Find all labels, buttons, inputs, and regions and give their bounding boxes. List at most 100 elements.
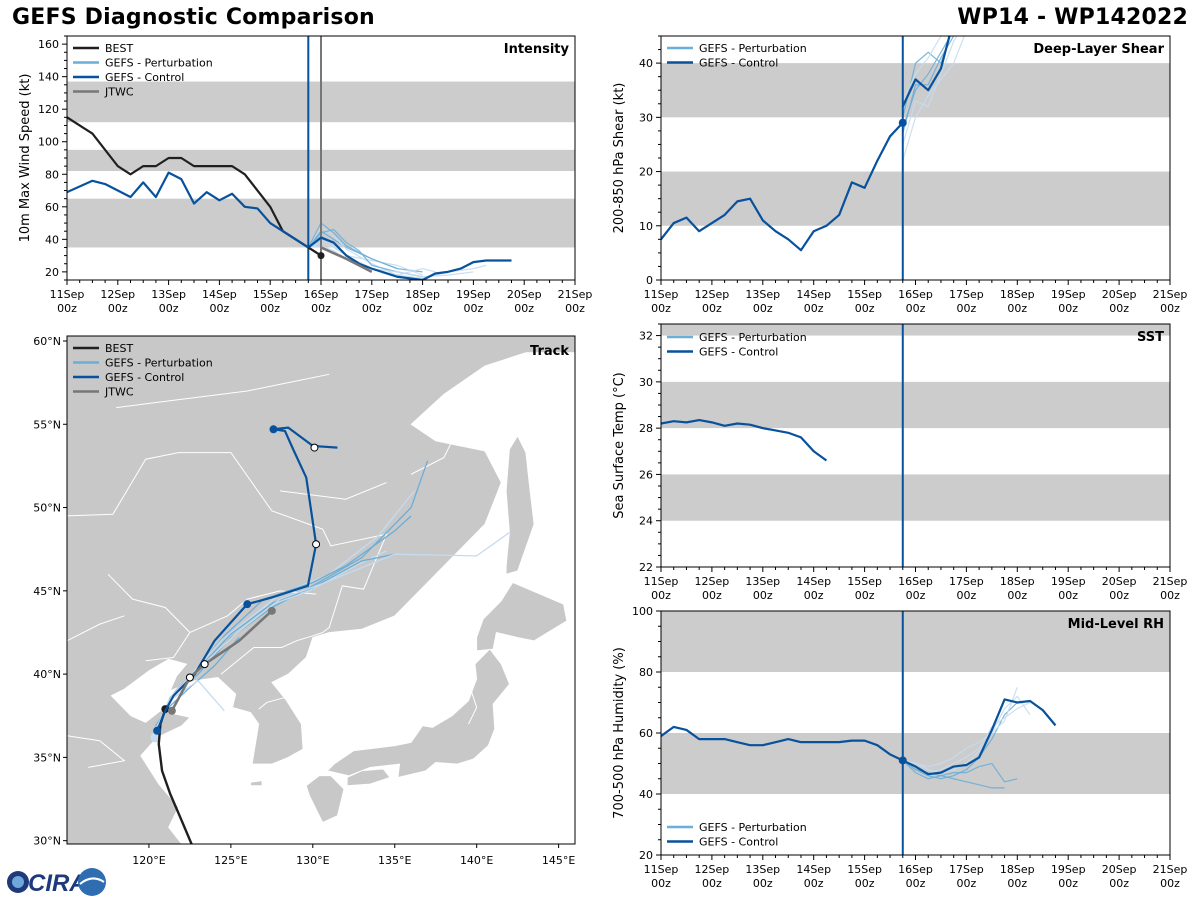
x-tick-label-hour: 00z [702, 589, 722, 602]
map-frame [66, 335, 576, 845]
x-tick-label-hour: 00z [651, 877, 671, 890]
shading-band-0 [661, 171, 1170, 226]
legend-label: GEFS - Perturbation [699, 331, 807, 344]
x-tick-label-date: 21Sep [1153, 288, 1188, 301]
y-axis-title: 10m Max Wind Speed (kt) [18, 74, 33, 243]
y-tick-label: 28 [639, 422, 653, 435]
y-tick-label: 80 [45, 168, 59, 181]
track-gefs-control-point [153, 726, 162, 735]
x-tick-label-hour: 00z [957, 877, 977, 890]
y-tick-label: 24 [639, 515, 653, 528]
y-tick-label: 140 [38, 71, 59, 84]
x-tick-label-hour: 00z [855, 589, 875, 602]
x-tick-label-date: 17Sep [949, 863, 984, 876]
y-tick-label: 40 [639, 57, 653, 70]
x-tick-label-date: 13Sep [745, 863, 780, 876]
ensemble-member-line [902, 36, 951, 118]
lat-tick-label: 50°N [33, 502, 61, 515]
lat-tick-label: 60°N [33, 335, 61, 348]
x-tick-label-date: 15Sep [253, 288, 288, 301]
x-tick-label-hour: 00z [753, 302, 773, 315]
cira-logo-text: CIRA [28, 870, 87, 897]
x-tick-label-hour: 00z [565, 302, 585, 315]
y-tick-label: 26 [639, 468, 653, 481]
border-province-4 [67, 735, 126, 768]
border-province-1 [107, 573, 191, 662]
x-tick-label-date: 18Sep [1000, 288, 1035, 301]
y-tick-label: 0 [646, 274, 653, 287]
shear-chart: 11Sep00z12Sep00z13Sep00z14Sep00z15Sep00z… [612, 35, 1187, 315]
ensemble-member-line [902, 36, 942, 102]
panel-label: Intensity [504, 42, 570, 57]
x-tick-label-date: 16Sep [898, 575, 933, 588]
track-jtwc-point [200, 660, 209, 669]
x-tick-label-hour: 00z [311, 302, 331, 315]
panel-label: SST [1137, 330, 1164, 345]
plot-area [661, 611, 1170, 855]
legend-label: GEFS - Control [105, 371, 184, 384]
legend-label: GEFS - Perturbation [105, 57, 213, 70]
legend-label: GEFS - Control [699, 836, 778, 849]
border-china-russia [67, 452, 388, 633]
border-china-korea [220, 631, 323, 675]
x-tick-label-hour: 00z [1160, 589, 1180, 602]
x-tick-label-date: 19Sep [1051, 288, 1086, 301]
x-tick-label-hour: 00z [906, 877, 926, 890]
legend-label: GEFS - Perturbation [699, 821, 807, 834]
x-tick-label-date: 21Sep [1153, 575, 1188, 588]
x-tick-label-date: 13Sep [745, 288, 780, 301]
x-tick-label-date: 11Sep [644, 863, 679, 876]
x-tick-label-hour: 00z [804, 302, 824, 315]
panel-label: Track [530, 344, 569, 359]
x-tick-label-hour: 00z [906, 302, 926, 315]
x-tick-label-hour: 00z [1007, 302, 1027, 315]
x-tick-label-hour: 00z [702, 302, 722, 315]
track-ensemble-member [156, 532, 510, 725]
ensemble-member-line [902, 36, 952, 129]
x-tick-label-hour: 00z [957, 302, 977, 315]
y-tick-label: 20 [45, 266, 59, 279]
y-tick-label: 10 [639, 220, 653, 233]
x-tick-label-hour: 00z [1160, 302, 1180, 315]
x-tick-label-date: 14Sep [796, 288, 831, 301]
x-tick-label-hour: 00z [855, 877, 875, 890]
track-jtwc-point [167, 706, 176, 715]
land-hokkaido [476, 582, 568, 652]
x-tick-label-hour: 00z [1109, 877, 1129, 890]
x-tick-label-date: 15Sep [847, 863, 882, 876]
series-gefs-control-line [661, 418, 828, 462]
lon-tick-label: 130°E [296, 854, 329, 867]
track-gefs-control-line [156, 426, 338, 732]
y-tick-label: 80 [639, 666, 653, 679]
series-gefs-control-forecast-line [902, 698, 1057, 776]
y-tick-label: 30 [639, 376, 653, 389]
y-tick-label: 30 [639, 111, 653, 124]
legend-label: GEFS - Perturbation [699, 42, 807, 55]
x-tick-label-date: 14Sep [202, 288, 237, 301]
land-jeju [250, 780, 263, 787]
y-tick-label: 20 [639, 849, 653, 862]
lat-tick-label: 55°N [33, 418, 61, 431]
y-tick-label: 100 [38, 136, 59, 149]
x-tick-label-date: 20Sep [507, 288, 542, 301]
series-gefs-control-line [661, 122, 904, 252]
y-tick-label: 40 [639, 788, 653, 801]
x-tick-label-hour: 00z [413, 302, 433, 315]
track-gefs-control-point [312, 540, 321, 549]
x-tick-label-date: 12Sep [695, 288, 730, 301]
ensemble-member-line [307, 225, 436, 276]
legend-label: GEFS - Perturbation [105, 357, 213, 370]
x-tick-label-date: 11Sep [644, 288, 679, 301]
x-tick-label-date: 17Sep [949, 288, 984, 301]
x-tick-label-hour: 00z [753, 589, 773, 602]
cira-logo-wave [79, 877, 105, 885]
ensemble-member-line [902, 687, 1018, 768]
x-tick-label-hour: 00z [804, 877, 824, 890]
track-jtwc-point [185, 673, 194, 682]
track-map: 120°E 125°E 130°E 135°E 140°E 145°E 30°N 35°N 40… [33, 335, 576, 867]
x-tick-label-hour: 00z [260, 302, 280, 315]
border-japan-pref [468, 687, 478, 725]
y-tick-label: 100 [632, 605, 653, 618]
x-tick-label-hour: 00z [855, 302, 875, 315]
shading-band-0 [661, 474, 1170, 521]
